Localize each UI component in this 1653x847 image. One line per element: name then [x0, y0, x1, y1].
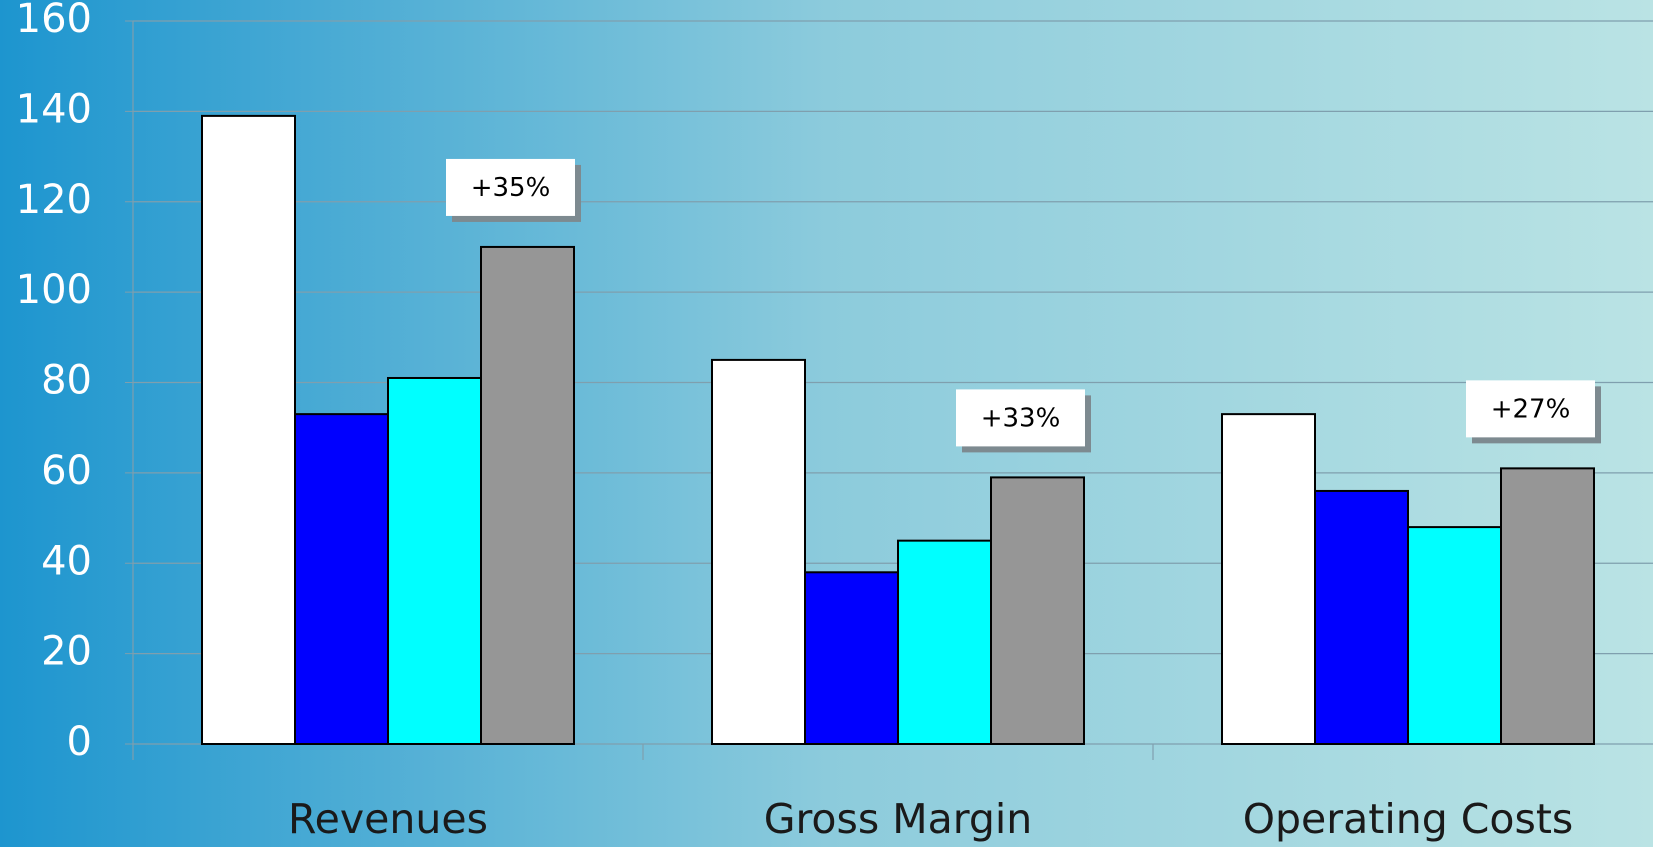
annotation: +27%: [1491, 394, 1571, 424]
annotation: +33%: [981, 403, 1061, 433]
bar: [1407, 526, 1502, 745]
y-tick-label: 140: [16, 86, 92, 132]
y-tick-label: 20: [41, 629, 92, 675]
bar: [294, 413, 389, 745]
bar: [1314, 489, 1409, 746]
bar: [897, 539, 992, 745]
x-tick-label: Revenues: [288, 795, 488, 843]
bar: [711, 358, 806, 745]
x-tick-label: Operating Costs: [1243, 795, 1574, 843]
y-tick-label: 100: [16, 267, 92, 313]
y-tick-label: 80: [41, 358, 92, 404]
bar: [201, 114, 296, 746]
bar: [804, 571, 899, 745]
annotation: +35%: [471, 173, 551, 203]
y-tick-label: 120: [16, 177, 92, 223]
x-tick-label: Gross Margin: [764, 795, 1033, 843]
bar: [480, 245, 575, 745]
bar: [387, 376, 482, 745]
y-tick-label: 40: [41, 538, 92, 584]
y-tick-label: 60: [41, 448, 92, 494]
annotation-box: [1466, 380, 1595, 438]
annotation-box: [446, 158, 575, 216]
bar: [1221, 413, 1316, 745]
y-tick-label: 0: [67, 719, 92, 765]
bar: [990, 476, 1085, 745]
y-tick-label: 160: [16, 0, 92, 42]
annotation-box: [956, 389, 1085, 447]
bar: [1500, 467, 1595, 745]
